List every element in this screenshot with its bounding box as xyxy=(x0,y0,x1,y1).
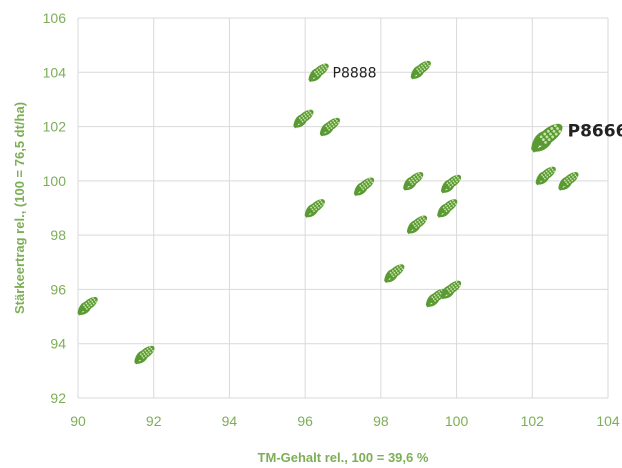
x-tick-label: 94 xyxy=(222,413,238,429)
data-point corn-cob-icon xyxy=(77,296,98,316)
y-tick-label: 94 xyxy=(50,336,66,352)
x-tick-label: 100 xyxy=(445,413,469,429)
x-tick-label: 104 xyxy=(596,413,620,429)
y-tick-label: 106 xyxy=(43,10,67,26)
data-point corn-cob-icon xyxy=(535,166,556,186)
data-point-highlight corn-cob-icon xyxy=(531,123,563,153)
point-label: P8666 xyxy=(568,121,622,141)
y-tick-label: 100 xyxy=(43,173,67,189)
y-tick-label: 104 xyxy=(43,64,67,80)
data-points xyxy=(77,60,579,365)
y-tick-label: 96 xyxy=(50,281,66,297)
data-point corn-cob-icon xyxy=(293,109,314,129)
x-axis-title: TM-Gehalt rel., 100 = 39,6 % xyxy=(258,450,429,465)
grid xyxy=(77,17,609,399)
x-tick-label: 96 xyxy=(297,413,313,429)
data-point corn-cob-icon xyxy=(406,215,428,235)
data-point corn-cob-icon xyxy=(304,199,325,218)
y-tick-label: 102 xyxy=(43,119,67,135)
x-tick-label: 92 xyxy=(146,413,162,429)
y-axis-title: Stärkeertrag rel., (100 = 76,5 dt/ha) xyxy=(12,102,27,314)
data-point corn-cob-icon xyxy=(353,177,375,197)
data-point corn-cob-icon xyxy=(558,172,579,191)
x-tick-label: 102 xyxy=(521,413,545,429)
data-point corn-cob-icon xyxy=(437,199,458,218)
data-point corn-cob-icon xyxy=(410,60,431,80)
point-label: P8888 xyxy=(333,65,377,81)
x-tick-label: 98 xyxy=(373,413,389,429)
data-point corn-cob-icon xyxy=(384,264,405,284)
data-point corn-cob-icon xyxy=(440,174,462,194)
point-labels: P8888 P8666 xyxy=(333,65,622,141)
y-tick-label: 98 xyxy=(50,227,66,243)
data-point corn-cob-icon xyxy=(319,117,340,137)
y-tick-label: 92 xyxy=(50,390,66,406)
data-point corn-cob-icon xyxy=(308,63,329,83)
data-point corn-cob-icon xyxy=(403,172,424,191)
data-point corn-cob-icon xyxy=(134,345,155,365)
data-point corn-cob-icon xyxy=(440,280,462,300)
x-tick-label: 90 xyxy=(70,413,86,429)
